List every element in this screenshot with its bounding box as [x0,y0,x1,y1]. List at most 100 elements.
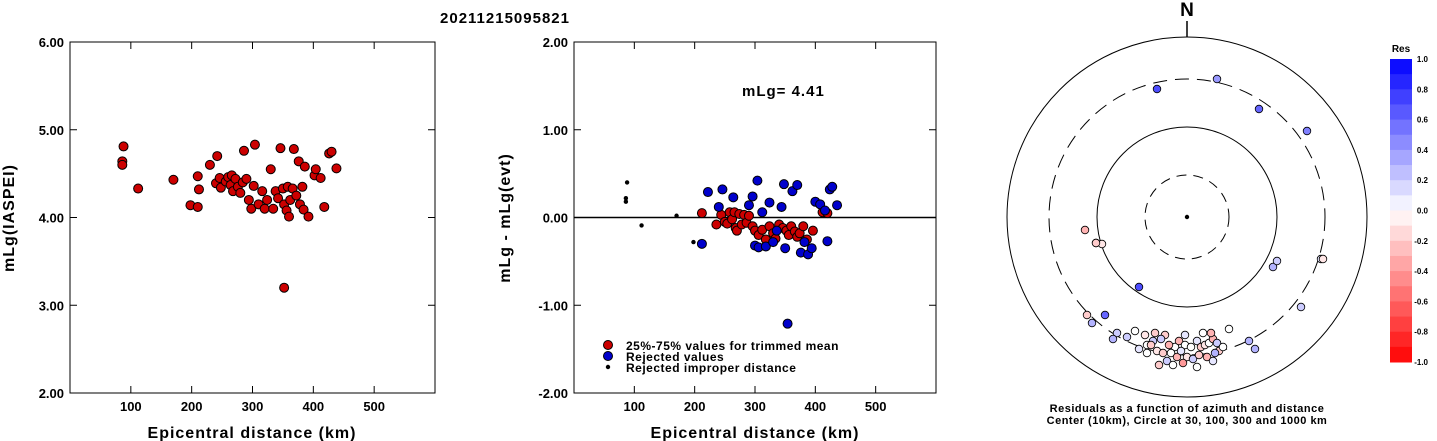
colorbar-cell [1390,331,1412,348]
residual-point [1134,282,1144,292]
residual-point [1192,362,1202,372]
red-point [204,159,215,170]
left-plot-frame [69,41,436,394]
red-point [743,210,754,221]
blue-point [757,207,768,218]
residual-point [1080,225,1090,235]
colorbar-cell [1390,316,1412,333]
left-x-ticks: 100 200 300 400 500 [120,42,385,414]
residual-point [1210,348,1220,358]
polar-circle-100km [1096,126,1278,308]
x-tick-label: 400 [302,399,324,414]
improper-distance-point [623,195,629,201]
residual-point [1206,328,1216,338]
blue-point [832,200,843,211]
x-tick-label: 500 [865,399,887,414]
x-tick-label: 100 [623,399,645,414]
blue-point [771,225,782,236]
residual-point [1188,354,1198,364]
colorbar-cell [1390,195,1412,211]
residual-point [1272,256,1282,266]
blue-point [782,318,793,329]
y-tick-label: 4.00 [39,211,64,226]
middle-legend: 25%-75% values for trimmed mean Rejected… [603,339,839,375]
residual-point [1208,356,1218,366]
residual-point [1318,254,1328,264]
residual-point [1302,126,1312,136]
left-panel: 2.00 3.00 4.00 5.00 6.00 100 200 300 400 500 Epi… [1,35,436,441]
red-point [303,211,314,222]
middle-panel: -2.00 -1.00 0.00 1.00 2.00 100 200 300 400 500 m… [497,35,937,441]
residual-point [1158,348,1168,358]
colorbar-tick-label: -0.8 [1414,328,1428,337]
colorbar: Res 1.0 0.8 0.6 0.4 0.2 0.0 -0.2 -0.4 -0.6 -0.8 -1… [1390,44,1429,367]
x-tick-label: 400 [804,399,826,414]
x-tick-label: 500 [363,399,385,414]
colorbar-tick-label: 0.2 [1417,176,1429,185]
residual-point [1082,310,1092,320]
colorbar-cell [1390,104,1412,121]
red-point [265,164,276,175]
y-tick-label: 1.00 [543,123,568,138]
red-point [257,186,268,197]
red-point [291,190,302,201]
y-tick-label: 2.00 [39,386,64,401]
middle-points [623,175,843,329]
red-point [118,141,129,152]
colorbar-cell [1390,286,1412,302]
x-tick-label: 300 [744,399,766,414]
left-x-axis-label: Epicentral distance (km) [148,425,357,441]
red-point [248,180,259,191]
blue-point [702,187,713,198]
residual-point [1162,356,1172,366]
red-point [331,163,342,174]
residual-point [1192,336,1202,346]
residual-point [1166,348,1176,358]
colorbar-cell [1390,271,1412,287]
blue-point [717,184,728,195]
colorbar-cell [1390,240,1412,257]
polar-caption-1: Residuals as a function of azimuth and d… [1050,403,1325,415]
residual-point [1130,326,1140,336]
colorbar-tick-label: -0.2 [1414,237,1428,246]
residual-point [1212,338,1222,348]
colorbar-cell [1390,149,1412,166]
colorbar-tick-label: 1.0 [1417,55,1429,64]
left-y-axis-label: mLg(IASPEI) [1,164,18,272]
blue-point [799,237,810,248]
colorbar-tick-label: -0.6 [1414,297,1428,306]
blue-point [760,241,771,252]
blue-point [764,197,775,208]
colorbar-tick-label: 0.8 [1417,85,1429,94]
x-tick-label: 200 [684,399,706,414]
y-tick-label: 3.00 [39,298,64,313]
red-point [275,143,286,154]
colorbar-tick-label: -0.4 [1414,267,1428,276]
red-point [798,221,809,232]
red-point [268,203,279,214]
residual-point [1087,318,1097,328]
blue-point [822,236,833,247]
red-point [168,174,179,185]
legend-marker-improper [605,364,611,370]
colorbar-cell [1390,180,1412,196]
red-point [193,184,204,195]
red-point [310,164,321,175]
colorbar-tick-label: 0.0 [1417,207,1429,216]
blue-point [752,175,763,186]
residual-point [1218,342,1228,352]
blue-point [778,179,789,190]
red-point [235,187,246,198]
red-point [133,183,144,194]
red-point [297,181,308,192]
red-point [711,219,722,230]
red-point [807,225,818,236]
colorbar-title: Res [1392,44,1411,55]
blue-point [728,192,739,203]
y-tick-label: 2.00 [543,35,568,50]
legend-label-improper: Rejected improper distance [626,361,796,375]
legend-label-trimmed: 25%-75% values for trimmed mean [626,339,839,353]
red-point [262,194,273,205]
mlg-annotation: mLg= 4.41 [742,83,825,100]
residual-point [1172,352,1182,362]
